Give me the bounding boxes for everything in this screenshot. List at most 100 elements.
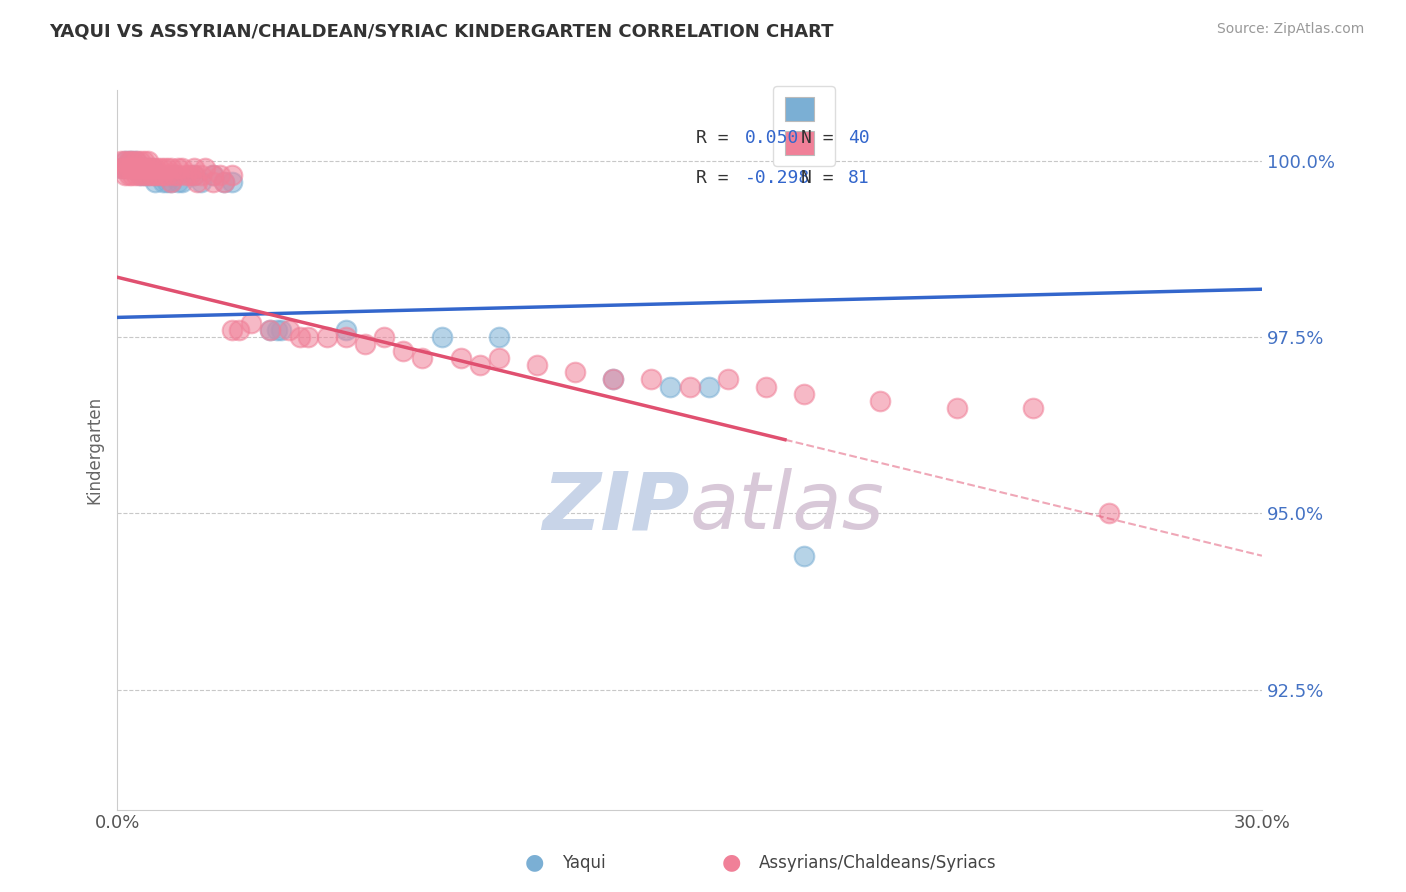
Text: -0.298: -0.298 bbox=[745, 169, 810, 187]
Point bbox=[468, 359, 491, 373]
Y-axis label: Kindergarten: Kindergarten bbox=[86, 396, 103, 504]
Point bbox=[945, 401, 967, 415]
Point bbox=[121, 161, 143, 175]
Point bbox=[129, 161, 152, 175]
Point bbox=[117, 168, 139, 182]
Point bbox=[132, 153, 155, 168]
Point bbox=[110, 161, 132, 175]
Text: 81: 81 bbox=[848, 169, 869, 187]
Point bbox=[228, 323, 250, 337]
Text: Yaqui: Yaqui bbox=[562, 855, 606, 872]
Point bbox=[121, 153, 143, 168]
Point bbox=[266, 323, 288, 337]
Legend: , : , bbox=[773, 86, 835, 166]
Point bbox=[159, 175, 181, 189]
Point bbox=[121, 161, 143, 175]
Point bbox=[125, 153, 148, 168]
Point bbox=[110, 161, 132, 175]
Point bbox=[148, 168, 170, 182]
Point bbox=[183, 168, 205, 182]
Point bbox=[488, 351, 510, 366]
Point bbox=[159, 175, 181, 189]
Point bbox=[602, 372, 624, 386]
Point bbox=[201, 168, 224, 182]
Point bbox=[186, 175, 208, 189]
Point bbox=[717, 372, 740, 386]
Point bbox=[209, 168, 232, 182]
Point bbox=[170, 161, 193, 175]
Point bbox=[259, 323, 281, 337]
Point bbox=[143, 168, 166, 182]
Text: 0.050: 0.050 bbox=[745, 129, 800, 147]
Point bbox=[136, 161, 159, 175]
Point bbox=[141, 161, 163, 175]
Point bbox=[659, 379, 682, 393]
Point bbox=[335, 330, 357, 344]
Point bbox=[212, 175, 235, 189]
Point bbox=[450, 351, 472, 366]
Point bbox=[159, 161, 181, 175]
Text: Assyrians/Chaldeans/Syriacs: Assyrians/Chaldeans/Syriacs bbox=[759, 855, 997, 872]
Point bbox=[132, 168, 155, 182]
Point bbox=[221, 175, 243, 189]
Point bbox=[190, 175, 212, 189]
Point bbox=[129, 153, 152, 168]
Point bbox=[114, 161, 136, 175]
Text: R =: R = bbox=[696, 129, 740, 147]
Point bbox=[316, 330, 339, 344]
Point bbox=[174, 168, 197, 182]
Point bbox=[277, 323, 299, 337]
Point bbox=[488, 330, 510, 344]
Point bbox=[136, 168, 159, 182]
Point bbox=[290, 330, 312, 344]
Point bbox=[129, 168, 152, 182]
Point bbox=[148, 161, 170, 175]
Point bbox=[179, 168, 201, 182]
Point bbox=[125, 153, 148, 168]
Point bbox=[392, 344, 415, 359]
Point bbox=[143, 161, 166, 175]
Point bbox=[152, 161, 174, 175]
Point bbox=[194, 161, 217, 175]
Point bbox=[526, 359, 548, 373]
Text: atlas: atlas bbox=[689, 468, 884, 547]
Point bbox=[121, 153, 143, 168]
Point bbox=[156, 161, 179, 175]
Text: ZIP: ZIP bbox=[543, 468, 689, 547]
Point bbox=[125, 161, 148, 175]
Point bbox=[141, 168, 163, 182]
Point bbox=[373, 330, 395, 344]
Point bbox=[221, 323, 243, 337]
Point bbox=[163, 168, 186, 182]
Point bbox=[125, 168, 148, 182]
Point bbox=[167, 175, 190, 189]
Point bbox=[136, 161, 159, 175]
Point bbox=[183, 161, 205, 175]
Text: YAQUI VS ASSYRIAN/CHALDEAN/SYRIAC KINDERGARTEN CORRELATION CHART: YAQUI VS ASSYRIAN/CHALDEAN/SYRIAC KINDER… bbox=[49, 22, 834, 40]
Point bbox=[221, 168, 243, 182]
Point bbox=[190, 168, 212, 182]
Point bbox=[152, 175, 174, 189]
Text: N =: N = bbox=[801, 129, 845, 147]
Point bbox=[141, 161, 163, 175]
Point bbox=[110, 153, 132, 168]
Point bbox=[114, 153, 136, 168]
Text: ●: ● bbox=[721, 853, 741, 872]
Point bbox=[156, 168, 179, 182]
Point bbox=[564, 365, 586, 379]
Point bbox=[163, 168, 186, 182]
Point bbox=[143, 168, 166, 182]
Point bbox=[297, 330, 319, 344]
Point bbox=[239, 316, 262, 330]
Point bbox=[117, 153, 139, 168]
Point bbox=[152, 168, 174, 182]
Point bbox=[129, 168, 152, 182]
Point bbox=[167, 168, 190, 182]
Point bbox=[755, 379, 778, 393]
Point bbox=[602, 372, 624, 386]
Point bbox=[640, 372, 662, 386]
Point bbox=[201, 175, 224, 189]
Point bbox=[121, 168, 143, 182]
Point bbox=[125, 161, 148, 175]
Point bbox=[259, 323, 281, 337]
